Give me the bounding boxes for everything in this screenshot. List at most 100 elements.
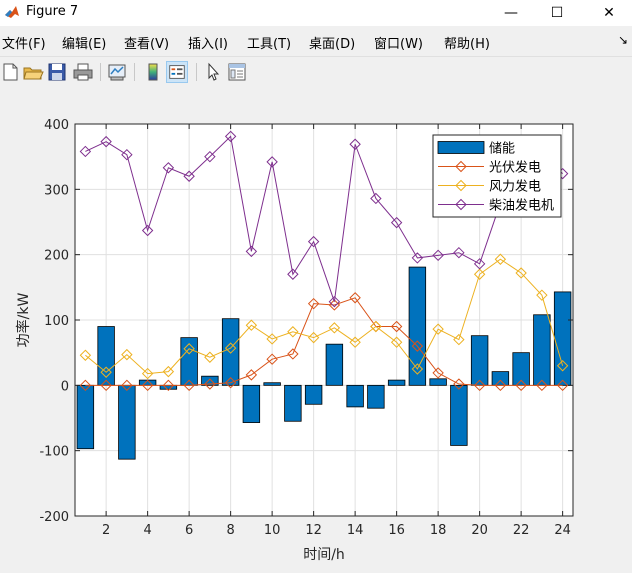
y-tick-label: -200 — [39, 510, 69, 525]
maximize-icon: ☐ — [550, 5, 564, 21]
minimize-icon: — — [504, 5, 518, 21]
x-tick-label: 18 — [430, 523, 447, 538]
legend-marker — [455, 179, 467, 192]
pointer-icon[interactable] — [202, 61, 224, 83]
new-file-icon[interactable] — [0, 61, 22, 83]
close-button[interactable]: ✕ — [586, 0, 632, 26]
point-1-14 — [349, 292, 361, 304]
menu-window[interactable]: 窗口(W) — [374, 37, 423, 52]
point-2-3 — [121, 348, 133, 361]
menu-view[interactable]: 查看(V) — [124, 37, 170, 52]
x-tick-label: 20 — [471, 523, 488, 538]
x-tick-label: 22 — [513, 523, 530, 538]
point-2-23 — [536, 289, 548, 301]
bar-9 — [242, 384, 261, 423]
point-2-10 — [266, 333, 278, 345]
bar-23 — [533, 314, 551, 386]
point-3-10 — [266, 156, 278, 168]
property-editor-icon[interactable] — [226, 61, 248, 83]
point-2-11 — [287, 326, 299, 338]
x-tick-label: 4 — [143, 523, 151, 538]
point-2-19 — [453, 333, 465, 346]
point-2-5 — [162, 365, 175, 378]
open-folder-icon[interactable] — [22, 61, 44, 83]
maximize-button[interactable]: ☐ — [534, 0, 580, 26]
x-tick-label: 8 — [226, 523, 234, 538]
point-3-5 — [162, 162, 175, 174]
toolbar — [0, 56, 632, 88]
point-3-17 — [411, 252, 424, 264]
series-line-1 — [85, 297, 563, 386]
menu-overflow-arrow-icon[interactable]: ↘ — [617, 33, 628, 47]
line-series-1 — [79, 292, 569, 392]
bar-5 — [159, 384, 178, 390]
menu-file[interactable]: 文件(F) — [2, 37, 46, 52]
y-tick-label: 100 — [44, 314, 69, 329]
bar-14 — [346, 384, 364, 408]
point-3-12 — [307, 235, 320, 248]
colorbar-icon[interactable] — [142, 61, 164, 83]
point-2-16 — [390, 336, 403, 348]
bar-17 — [408, 266, 427, 386]
bar-6 — [180, 337, 198, 386]
menu-tools[interactable]: 工具(T) — [247, 37, 292, 52]
print-icon[interactable] — [72, 61, 94, 83]
point-3-15 — [370, 192, 382, 205]
y-tick-label: 400 — [44, 118, 69, 133]
point-2-20 — [473, 268, 486, 280]
point-3-19 — [453, 246, 465, 259]
bar-1 — [76, 384, 95, 450]
bar-2 — [97, 326, 115, 386]
point-2-12 — [307, 331, 320, 344]
menu-insert[interactable]: 插入(I) — [188, 37, 228, 52]
x-tick-label: 6 — [185, 523, 193, 538]
point-1-22 — [515, 379, 527, 392]
link-plot-icon[interactable] — [106, 61, 128, 83]
legend-label: 光伏发电 — [489, 160, 541, 176]
y-tick-label: 300 — [44, 183, 69, 198]
bar-15 — [367, 384, 385, 409]
point-3-13 — [328, 295, 341, 308]
point-2-13 — [328, 322, 341, 334]
menu-edit[interactable]: 编辑(E) — [62, 37, 107, 52]
y-tick-label: 0 — [61, 379, 69, 394]
point-1-7 — [204, 378, 216, 390]
point-1-17 — [411, 340, 424, 352]
legend-label: 储能 — [489, 142, 515, 157]
bar-10 — [263, 382, 281, 386]
point-3-18 — [432, 249, 444, 262]
minimize-button[interactable]: — — [488, 0, 534, 26]
point-3-8 — [224, 130, 237, 143]
point-3-20 — [473, 258, 486, 270]
point-2-9 — [245, 319, 258, 331]
point-2-8 — [224, 342, 237, 354]
legend-icon[interactable] — [166, 61, 188, 83]
window-title: Figure 7 — [26, 4, 79, 19]
legend-swatch — [437, 141, 485, 154]
bar-11 — [284, 384, 302, 422]
point-1-24 — [556, 379, 569, 392]
point-2-2 — [100, 366, 112, 378]
point-1-19 — [453, 378, 465, 390]
menu-help[interactable]: 帮助(H) — [444, 37, 490, 52]
save-icon[interactable] — [46, 61, 68, 83]
point-2-14 — [349, 336, 361, 348]
x-axis-label: 时间/h — [303, 547, 345, 563]
toolbar-separator — [100, 63, 101, 81]
toolbar-separator — [196, 63, 197, 81]
menu-desktop[interactable]: 桌面(D) — [309, 37, 356, 52]
chart[interactable]: 2 4 6 8 10 12 14 16 18 20 22 24-200-100010020030040… — [0, 87, 632, 569]
bar-18 — [429, 378, 447, 386]
series-line-3 — [85, 135, 563, 302]
legend-marker — [455, 198, 467, 211]
point-2-6 — [183, 343, 195, 355]
bar-12 — [304, 384, 323, 405]
point-3-16 — [390, 216, 403, 229]
point-3-6 — [183, 170, 195, 182]
point-2-22 — [515, 267, 527, 279]
point-3-3 — [121, 148, 133, 161]
x-tick-label: 12 — [305, 523, 322, 538]
point-1-10 — [266, 353, 278, 365]
x-tick-label: 14 — [347, 523, 364, 538]
